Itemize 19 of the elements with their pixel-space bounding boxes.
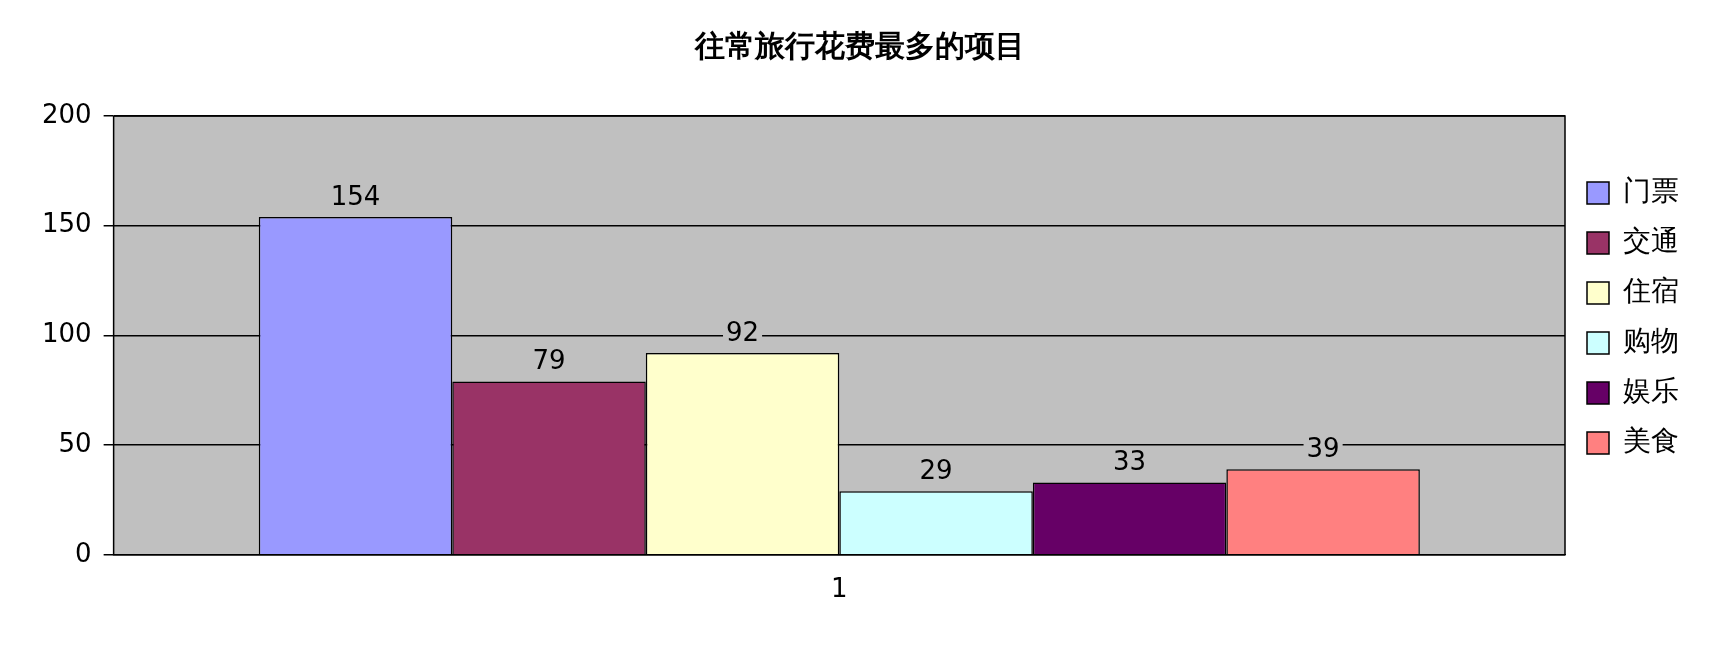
data-label: 154 [330, 180, 381, 211]
data-label: 92 [726, 316, 760, 347]
y-tick-label: 200 [41, 98, 92, 129]
legend-label: 娱乐 [1623, 374, 1679, 408]
data-label: 29 [919, 454, 953, 485]
y-tick-label: 0 [75, 537, 92, 568]
x-tick-label: 1 [831, 573, 848, 604]
y-tick-label: 150 [41, 208, 92, 239]
legend-label: 住宿 [1622, 274, 1679, 308]
data-label: 33 [1113, 446, 1147, 477]
chart-title: 往常旅行花费最多的项目 [693, 27, 1025, 63]
legend-label: 购物 [1623, 324, 1679, 358]
legend-label: 门票 [1623, 174, 1679, 208]
legend-label: 美食 [1623, 424, 1679, 458]
y-tick-label: 50 [58, 427, 92, 458]
data-label: 79 [532, 345, 566, 376]
legend-label: 交通 [1623, 224, 1679, 258]
data-label: 39 [1306, 432, 1340, 463]
y-tick-label: 100 [41, 318, 92, 349]
